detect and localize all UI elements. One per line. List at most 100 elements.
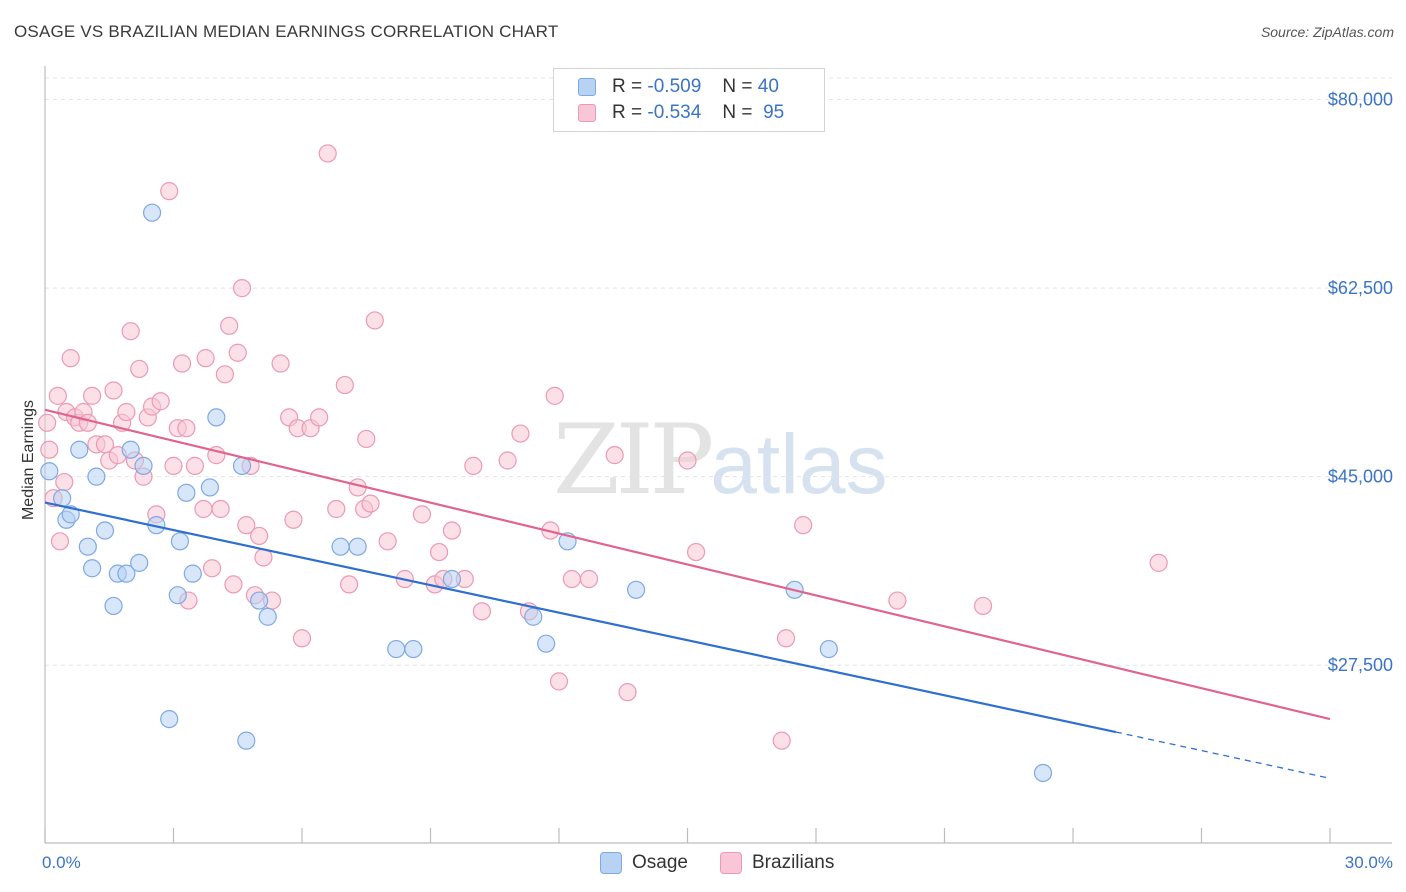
brazilians-point bbox=[211, 499, 230, 519]
osage-r-label: R = bbox=[612, 76, 643, 97]
brazilians-point bbox=[83, 386, 102, 405]
brazilians-point bbox=[794, 516, 813, 535]
brazilians-point bbox=[164, 456, 183, 475]
y-tick-label: $80,000 bbox=[1328, 90, 1393, 110]
brazilians-point bbox=[472, 602, 491, 621]
osage-point bbox=[537, 634, 556, 653]
brazilians-point bbox=[412, 505, 432, 524]
brazilians-point bbox=[327, 499, 346, 519]
brazilians-point bbox=[545, 386, 564, 405]
osage-points bbox=[40, 203, 1053, 783]
osage-point bbox=[250, 591, 269, 610]
osage-point bbox=[104, 596, 123, 616]
brazilians-point bbox=[361, 494, 380, 513]
osage-legend-label: Osage bbox=[632, 852, 688, 873]
osage-point bbox=[121, 440, 140, 459]
brazilians-point bbox=[151, 392, 170, 411]
brazilians-point bbox=[511, 424, 530, 443]
osage-point bbox=[142, 203, 162, 222]
y-axis-title: Median Earnings bbox=[20, 400, 37, 520]
osage-swatch bbox=[578, 78, 596, 96]
braz-r-label: R = bbox=[612, 102, 643, 123]
braz-n-value: 95 bbox=[763, 102, 785, 123]
legend-row-brazilians: R = -0.534 N = 95 bbox=[578, 101, 784, 125]
osage-point bbox=[524, 607, 543, 626]
brazilians-point bbox=[194, 499, 213, 519]
osage-point bbox=[232, 456, 252, 475]
brazilians-point bbox=[220, 316, 239, 335]
osage-point bbox=[83, 559, 102, 578]
source-credit: Source: ZipAtlas.com bbox=[1260, 24, 1394, 40]
brazilians-point bbox=[172, 354, 192, 373]
osage-point bbox=[70, 440, 89, 459]
osage-point bbox=[1033, 763, 1053, 783]
osage-point bbox=[819, 639, 838, 659]
brazilians-point bbox=[48, 386, 67, 405]
brazilians-legend-label: Brazilians bbox=[752, 852, 835, 873]
brazilians-point bbox=[117, 402, 136, 422]
brazilians-point bbox=[686, 542, 706, 562]
osage-point bbox=[207, 408, 226, 427]
brazilians-point bbox=[202, 559, 222, 578]
osage-point bbox=[170, 532, 190, 551]
osage-legend-swatch bbox=[600, 852, 622, 874]
brazilians-point bbox=[310, 408, 329, 427]
brazilians-point bbox=[130, 359, 149, 379]
brazilians-point bbox=[38, 413, 57, 432]
osage-point bbox=[61, 505, 80, 524]
x-tick-label: 30.0% bbox=[1345, 853, 1393, 872]
brazilians-point bbox=[579, 569, 599, 589]
brazilians-point bbox=[378, 532, 397, 551]
brazilians-point bbox=[284, 510, 303, 529]
brazilians-point bbox=[55, 472, 74, 492]
osage-point bbox=[626, 580, 646, 599]
osage-point bbox=[78, 537, 97, 556]
brazilians-point bbox=[973, 596, 993, 616]
chart-title: OSAGE VS BRAZILIAN MEDIAN EARNINGS CORRE… bbox=[14, 22, 559, 41]
legend-item-brazilians[interactable]: Brazilians bbox=[720, 852, 834, 874]
osage-point bbox=[348, 537, 367, 556]
x-tick-label: 0.0% bbox=[42, 853, 81, 872]
osage-point bbox=[183, 564, 202, 583]
osage-point bbox=[331, 537, 350, 556]
brazilians-point bbox=[196, 349, 215, 368]
legend-item-osage[interactable]: Osage bbox=[600, 852, 688, 874]
osage-point bbox=[404, 639, 423, 659]
osage-point bbox=[160, 709, 179, 729]
osage-trend-line bbox=[44, 501, 1117, 734]
y-tick-label: $27,500 bbox=[1328, 655, 1393, 675]
brazilians-point bbox=[177, 419, 196, 438]
brazilians-point bbox=[340, 575, 359, 594]
y-tick-label: $62,500 bbox=[1328, 278, 1393, 298]
series-legend: Osage Brazilians bbox=[0, 852, 1406, 878]
osage-point bbox=[177, 483, 196, 502]
brazilians-point bbox=[357, 429, 376, 449]
brazilians-point bbox=[228, 343, 247, 362]
brazilians-point bbox=[318, 144, 337, 163]
brazilians-point bbox=[776, 629, 796, 648]
braz-n-label: N = bbox=[722, 102, 753, 123]
brazilians-point bbox=[442, 521, 462, 540]
osage-point bbox=[134, 456, 153, 475]
brazilians-point bbox=[678, 451, 697, 470]
brazilians-point bbox=[61, 349, 80, 368]
brazilians-point bbox=[1149, 553, 1168, 572]
osage-n-label: N = bbox=[722, 76, 753, 97]
brazilians-point bbox=[104, 381, 123, 400]
brazilians-point bbox=[271, 354, 290, 373]
watermark: ZIPatlas bbox=[553, 404, 888, 516]
brazilians-point bbox=[160, 182, 179, 201]
osage-point bbox=[237, 731, 256, 750]
brazilians-trend-line bbox=[44, 408, 1331, 721]
brazilians-points bbox=[38, 144, 1168, 750]
correlation-legend: R = -0.509 N = 40 R = -0.534 N = 95 bbox=[553, 68, 825, 132]
osage-point bbox=[387, 639, 406, 659]
brazilians-point bbox=[498, 451, 517, 470]
brazilians-point bbox=[605, 446, 624, 465]
legend-row-osage: R = -0.509 N = 40 bbox=[578, 75, 779, 99]
brazilians-point bbox=[50, 532, 70, 551]
osage-point bbox=[130, 553, 149, 572]
osage-point bbox=[40, 462, 59, 481]
osage-point bbox=[117, 564, 136, 583]
brazilians-point bbox=[121, 322, 140, 341]
